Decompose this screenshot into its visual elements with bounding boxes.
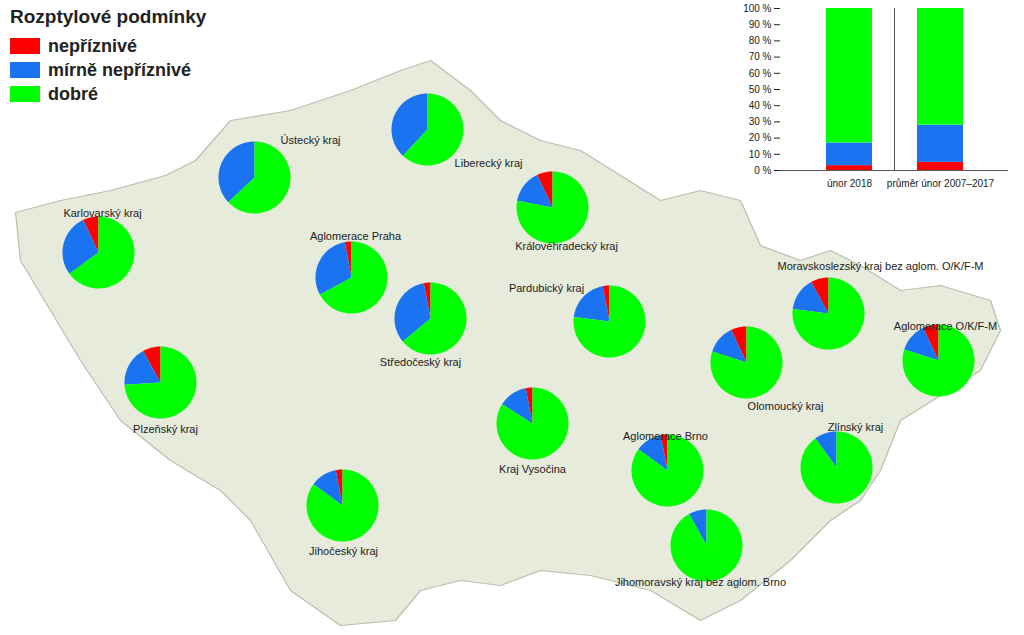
html-text:dobré: dobré xyxy=(48,83,98,104)
svg-text:Zlínský kraj: Zlínský kraj xyxy=(828,421,884,433)
svg-text:Kraj Vysočina: Kraj Vysočina xyxy=(499,463,567,475)
svg-text:Aglomerace Praha: Aglomerace Praha xyxy=(310,230,402,242)
svg-text:Olomoucký kraj: Olomoucký kraj xyxy=(748,400,824,412)
svg-text:10 %: 10 % xyxy=(749,149,772,160)
svg-text:80 %: 80 % xyxy=(749,35,772,46)
html-text:Rozptylové podmínky: Rozptylové podmínky xyxy=(10,6,207,27)
svg-text:Plzeňský kraj: Plzeňský kraj xyxy=(133,423,198,435)
svg-text:90 %: 90 % xyxy=(749,19,772,30)
svg-text:0 %: 0 % xyxy=(754,165,771,176)
svg-text:20 %: 20 % xyxy=(749,132,772,143)
svg-text:Jihočeský kraj: Jihočeský kraj xyxy=(309,545,378,557)
svg-text:Liberecký kraj: Liberecký kraj xyxy=(455,157,523,169)
html-text:mírně nepříznivé: mírně nepříznivé xyxy=(48,59,191,80)
html-text:nepříznivé: nepříznivé xyxy=(48,35,137,56)
svg-text:Moravskoslezský kraj bez aglom: Moravskoslezský kraj bez aglom. O/K/F-M xyxy=(778,260,984,272)
svg-text:50 %: 50 % xyxy=(749,84,772,95)
svg-text:70 %: 70 % xyxy=(749,51,772,62)
svg-text:Královéhradecký kraj: Královéhradecký kraj xyxy=(515,240,618,252)
svg-text:Aglomerace O/K/F-M: Aglomerace O/K/F-M xyxy=(894,320,997,332)
svg-text:Jihomoravský kraj bez aglom. B: Jihomoravský kraj bez aglom. Brno xyxy=(615,576,786,588)
svg-text:40 %: 40 % xyxy=(749,100,772,111)
svg-text:Pardubický kraj: Pardubický kraj xyxy=(509,282,584,294)
svg-text:100 %: 100 % xyxy=(743,3,771,14)
svg-text:Aglomerace Brno: Aglomerace Brno xyxy=(623,430,708,442)
svg-text:60 %: 60 % xyxy=(749,68,772,79)
svg-text:30 %: 30 % xyxy=(749,116,772,127)
svg-text:Středočeský kraj: Středočeský kraj xyxy=(380,356,461,368)
svg-text:Karlovarský kraj: Karlovarský kraj xyxy=(63,207,141,219)
svg-text:Ústecký kraj: Ústecký kraj xyxy=(281,134,341,146)
svg-text:průměr únor 2007–2017: průměr únor 2007–2017 xyxy=(887,178,995,189)
svg-text:únor 2018: únor 2018 xyxy=(827,178,872,189)
